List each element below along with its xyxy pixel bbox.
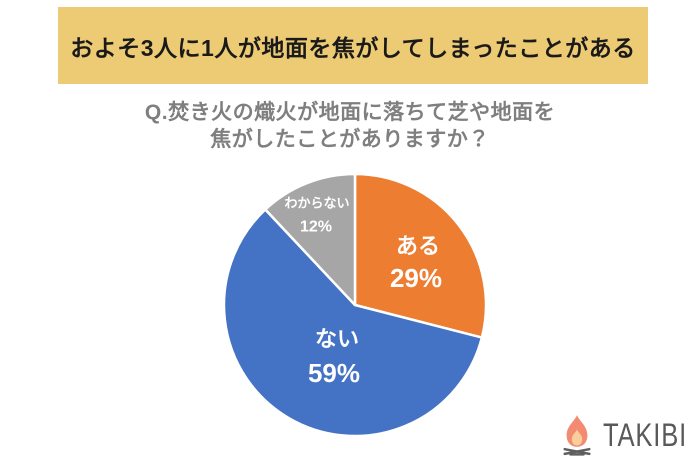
headline-text: およそ3人に1人が地面を焦がしてしまったことがある [70, 34, 636, 61]
brand-logo: TAKIBI [560, 413, 700, 457]
question-line-1: Q.焚き火の熾火が地面に落ちて芝や地面を [144, 101, 556, 124]
pie-slice-2 [222, 208, 484, 438]
pie-slice-1 [353, 172, 488, 339]
headline-banner: およそ3人に1人が地面を焦がしてしまったことがある [58, 7, 648, 84]
slice-label-2: ない [315, 327, 359, 352]
pie-chart: ある 29% ない 59% わからない 12% [222, 172, 488, 438]
campfire-flame-icon [563, 415, 591, 456]
flame-inner-shape [571, 429, 583, 446]
crossed-logs [563, 447, 591, 456]
pie-slice-3 [264, 172, 357, 307]
question-line-2: 焦がしたことがありますか？ [210, 128, 490, 151]
slice-label-1: ある [396, 234, 440, 259]
slice-percent-2: 59% [308, 358, 360, 388]
slice-label-3: わからない [284, 196, 349, 211]
slice-percent-3: 12% [300, 219, 332, 236]
brand-name: TAKIBI [603, 416, 687, 453]
question-title: Q.焚き火の熾火が地面に落ちて芝や地面を 焦がしたことがありますか？ [0, 99, 700, 153]
slice-percent-1: 29% [390, 263, 442, 293]
